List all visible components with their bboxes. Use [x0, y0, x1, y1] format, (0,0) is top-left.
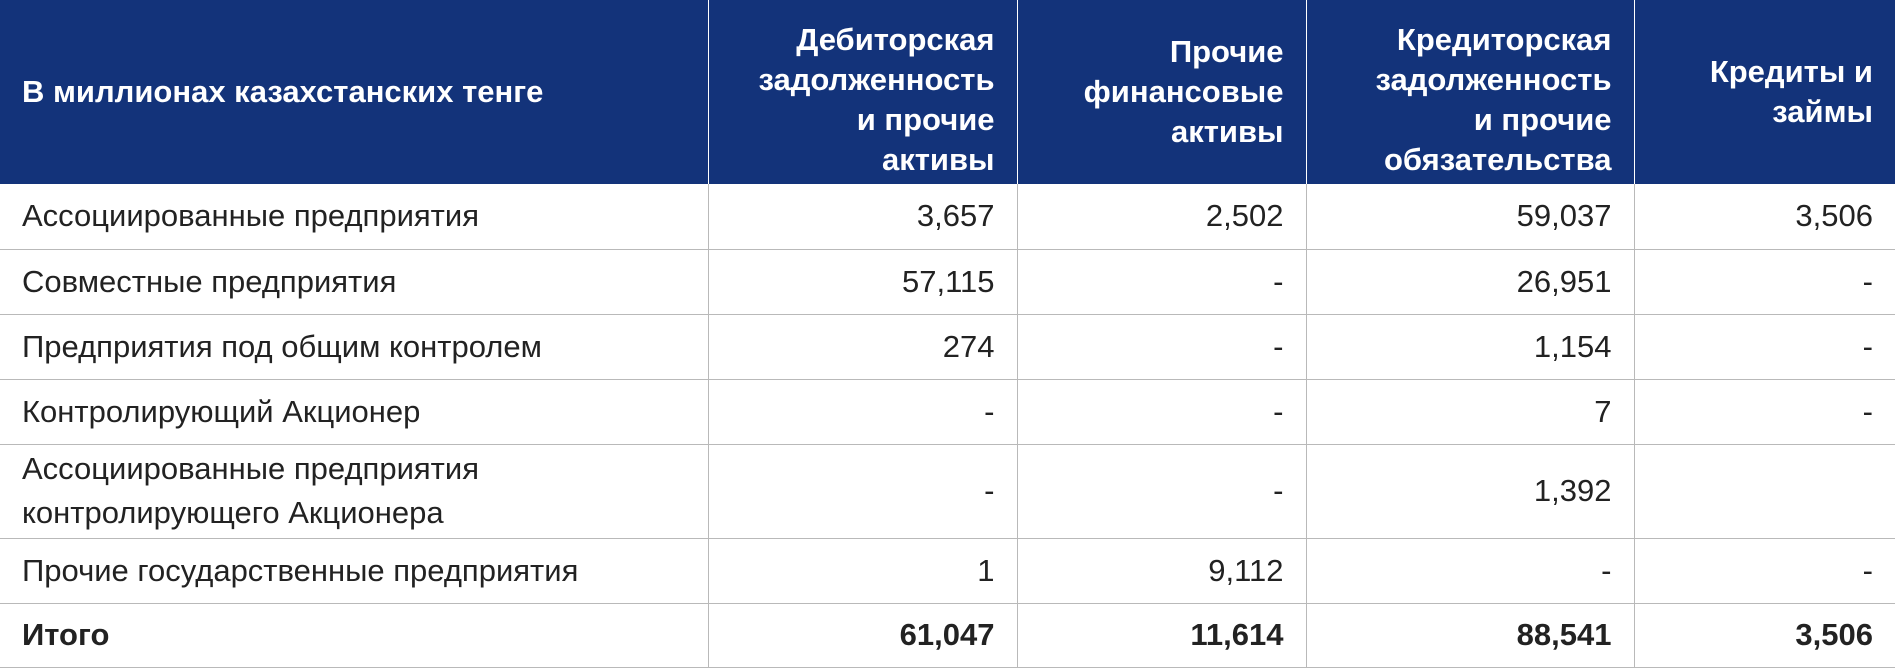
cell-receivables: 1: [707, 538, 1017, 604]
header-loans: Кредиты и займы: [1633, 0, 1895, 184]
cell-payables: 26,951: [1305, 249, 1634, 315]
row-label: Совместные предприятия: [0, 249, 708, 315]
table-row: Контролирующий Акционер - - 7 -: [0, 379, 1895, 445]
total-row: Итого 61,047 11,614 88,541 3,506: [0, 603, 1895, 668]
table-row: Прочие государственные предприятия 1 9,1…: [0, 538, 1895, 604]
cell-loans: -: [1633, 538, 1895, 604]
table-row: Предприятия под общим контролем 274 - 1,…: [0, 314, 1895, 380]
total-loans: 3,506: [1633, 603, 1895, 668]
cell-other-financial-assets: -: [1016, 379, 1306, 445]
header-payables: Кредиторская задолженность и прочие обяз…: [1305, 0, 1634, 184]
total-payables: 88,541: [1305, 603, 1634, 668]
row-label: Предприятия под общим контролем: [0, 314, 708, 380]
row-label: Прочие государственные предприятия: [0, 538, 708, 604]
total-other-financial-assets: 11,614: [1016, 603, 1306, 668]
total-receivables: 61,047: [707, 603, 1017, 668]
table-header-row: В миллионах казахстанских тенге Дебиторс…: [0, 0, 1895, 184]
cell-payables: 7: [1305, 379, 1634, 445]
cell-payables: 1,154: [1305, 314, 1634, 380]
cell-receivables: -: [707, 379, 1017, 445]
cell-receivables: 57,115: [707, 249, 1017, 315]
cell-payables: 59,037: [1305, 184, 1634, 250]
cell-loans: -: [1633, 379, 1895, 445]
cell-payables: 1,392: [1305, 444, 1634, 539]
cell-other-financial-assets: 9,112: [1016, 538, 1306, 604]
table-row: Ассоциированные предприятия контролирующ…: [0, 444, 1895, 539]
cell-receivables: -: [707, 444, 1017, 539]
row-label: Контролирующий Акционер: [0, 379, 708, 445]
table-row: Совместные предприятия 57,115 - 26,951 -: [0, 249, 1895, 315]
cell-other-financial-assets: 2,502: [1016, 184, 1306, 250]
cell-loans: -: [1633, 314, 1895, 380]
row-label-text: Ассоциированные предприятия контролирующ…: [22, 451, 479, 530]
header-label: В миллионах казахстанских тенге: [0, 0, 708, 184]
cell-other-financial-assets: -: [1016, 314, 1306, 380]
cell-other-financial-assets: -: [1016, 444, 1306, 539]
header-receivables: Дебиторская задолженность и прочие актив…: [707, 0, 1017, 184]
row-label: Ассоциированные предприятия: [0, 184, 708, 250]
cell-loans: [1633, 444, 1895, 539]
row-label: Ассоциированные предприятия контролирующ…: [0, 444, 708, 539]
cell-loans: 3,506: [1633, 184, 1895, 250]
cell-loans: -: [1633, 249, 1895, 315]
table-row: Ассоциированные предприятия 3,657 2,502 …: [0, 184, 1895, 250]
cell-other-financial-assets: -: [1016, 249, 1306, 315]
total-label: Итого: [0, 603, 708, 668]
cell-receivables: 3,657: [707, 184, 1017, 250]
cell-receivables: 274: [707, 314, 1017, 380]
header-other-financial-assets: Прочие финансовые активы: [1016, 0, 1306, 184]
cell-payables: -: [1305, 538, 1634, 604]
